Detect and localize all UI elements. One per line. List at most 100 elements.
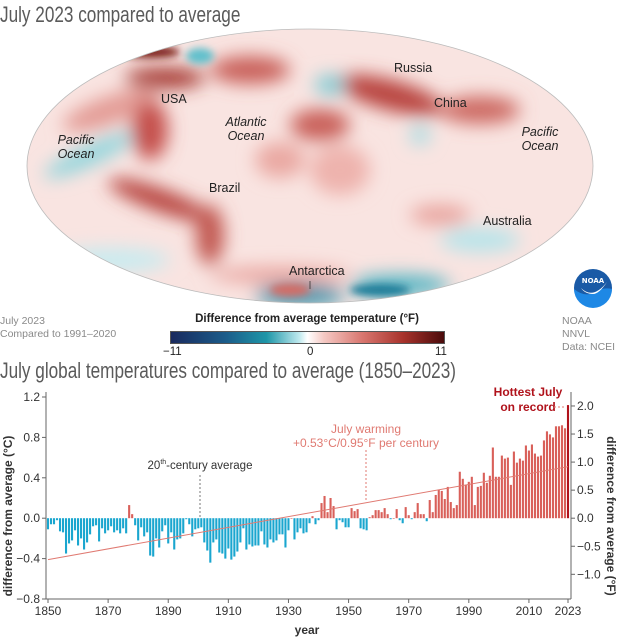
bar-1991 — [470, 476, 473, 519]
bar-1910 — [227, 518, 230, 549]
bar-1960 — [377, 510, 380, 519]
y-tick-label-right: 2.0 — [577, 399, 594, 413]
bar-1909 — [224, 518, 227, 559]
bar-1956 — [365, 518, 368, 531]
bar-1943 — [326, 512, 329, 519]
bar-1948 — [341, 518, 344, 523]
x-tick-label: 1890 — [155, 604, 182, 618]
bar-1883 — [146, 518, 149, 533]
bar-1945 — [332, 506, 335, 519]
bar-1895 — [182, 518, 185, 534]
bar-1958 — [371, 515, 374, 519]
bar-1930 — [287, 518, 290, 531]
bar-1931 — [290, 518, 293, 519]
bar-1884 — [149, 518, 152, 556]
bar-1918 — [251, 518, 254, 547]
x-tick-label: 1970 — [395, 604, 422, 618]
bar-1976 — [425, 518, 428, 522]
bar-1876 — [125, 518, 128, 534]
bar-2004 — [509, 484, 512, 519]
bar-1878 — [131, 514, 134, 519]
bar-1900 — [197, 518, 200, 529]
bar-1950 — [347, 518, 350, 528]
bar-2001 — [500, 455, 503, 519]
bar-1888 — [161, 518, 164, 532]
bar-1936 — [305, 518, 308, 533]
bar-1889 — [164, 518, 167, 526]
bar-1861 — [80, 518, 83, 539]
bar-1988 — [461, 478, 464, 519]
bar-2016 — [545, 431, 549, 519]
bar-1964 — [389, 518, 392, 520]
x-tick-label: 1910 — [215, 604, 242, 618]
x-tick-label: 1930 — [275, 604, 302, 618]
bar-1886 — [155, 518, 158, 539]
bar-1923 — [266, 518, 269, 548]
bar-2002 — [503, 458, 506, 519]
y-tick-label-right: 1.5 — [577, 427, 594, 441]
bar-1914 — [239, 518, 242, 543]
bar-1897 — [188, 518, 191, 525]
bar-1990 — [467, 481, 470, 519]
bar-1939 — [314, 518, 317, 525]
bar-1994 — [479, 485, 482, 519]
trend-label-line1: July warming — [331, 422, 401, 436]
x-axis-label: year — [295, 623, 320, 637]
bar-1908 — [221, 518, 224, 554]
bar-1869 — [104, 518, 107, 534]
bar-2013 — [536, 456, 539, 519]
bar-1986 — [455, 505, 458, 519]
bar-1975 — [422, 514, 425, 519]
y-axis-label-left: difference from average (°C) — [1, 436, 15, 597]
bar-1859 — [74, 518, 77, 531]
bar-1965 — [392, 518, 395, 519]
map-note-date: July 2023 — [0, 315, 45, 327]
bar-2012 — [533, 453, 536, 519]
bar-1881 — [140, 518, 143, 528]
y-tick-label-right: 1.0 — [577, 455, 594, 469]
bar-2006 — [515, 462, 518, 519]
bar-1915 — [242, 518, 245, 529]
bar-1995 — [482, 472, 485, 519]
bar-2020 — [557, 426, 561, 519]
bar-1906 — [215, 518, 218, 540]
bar-1996 — [485, 482, 488, 519]
bar-1867 — [98, 518, 101, 542]
bar-1981 — [440, 490, 443, 519]
bar-1874 — [119, 518, 122, 534]
bar-2009 — [524, 445, 527, 519]
y-tick-label-right: 0.5 — [577, 483, 594, 497]
colorbar-title: Difference from average temperature (°F) — [195, 313, 419, 325]
x-tick-label: 1950 — [335, 604, 362, 618]
bar-1932 — [293, 518, 296, 540]
y-tick-label: 0.8 — [23, 430, 40, 444]
bar-1972 — [413, 512, 416, 519]
bar-1879 — [134, 518, 137, 526]
bar-1942 — [323, 495, 326, 519]
bar-1926 — [275, 518, 278, 541]
bar-1899 — [194, 518, 197, 530]
map-note: July 2023 Compared to 1991–2020 — [0, 315, 116, 341]
y-tick-label: 1.2 — [23, 390, 40, 404]
y-tick-label-right: 0.0 — [577, 511, 594, 525]
label-australia: Australia — [483, 214, 532, 228]
bar-1938 — [311, 516, 314, 519]
bar-1863 — [86, 518, 89, 543]
bar-1907 — [218, 518, 221, 553]
record-label-line2: on record — [500, 400, 555, 414]
trend-label-line2: +0.53°C/0.95°F per century — [293, 436, 439, 450]
noaa-logo: NOAA — [574, 269, 612, 308]
bar-1989 — [464, 484, 467, 519]
bar-1954 — [359, 518, 362, 529]
label-antarctica: Antarctica — [289, 264, 345, 278]
bar-1933 — [296, 518, 299, 533]
bar-1977 — [428, 500, 431, 519]
bar-1872 — [113, 518, 116, 533]
bar-1924 — [269, 518, 272, 540]
bar-2017 — [548, 434, 552, 519]
y-tick-label: −0.8 — [16, 592, 40, 606]
bar-2014 — [539, 455, 542, 519]
x-tick-label: 2023 — [555, 604, 582, 618]
bar-1894 — [179, 518, 182, 539]
bar-1922 — [263, 518, 266, 545]
